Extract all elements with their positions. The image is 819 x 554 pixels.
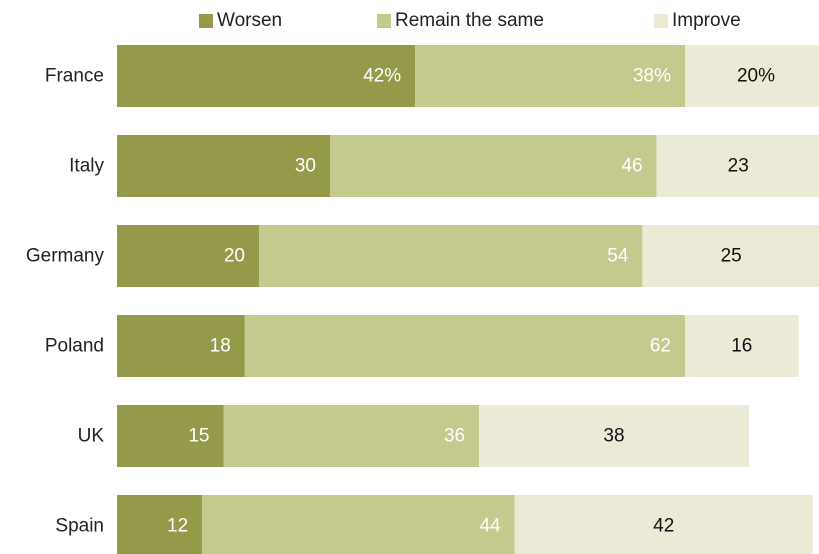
data-label-improve-italy: 23 bbox=[728, 156, 749, 177]
category-label-france: France bbox=[45, 66, 104, 87]
legend-label-improve: Improve bbox=[672, 10, 741, 31]
legend-item-remain-the-same: Remain the same bbox=[377, 10, 544, 32]
bar-remain-the-same-uk bbox=[223, 405, 480, 467]
bar-worsen-italy bbox=[117, 135, 330, 197]
bar-remain-the-same-poland bbox=[244, 315, 686, 377]
legend-swatch-improve bbox=[654, 14, 668, 28]
bar-improve-italy bbox=[656, 135, 819, 197]
bar-worsen-uk bbox=[117, 405, 224, 467]
bar-worsen-spain bbox=[117, 495, 203, 554]
data-label-improve-poland: 16 bbox=[731, 336, 752, 357]
legend-item-improve: Improve bbox=[654, 10, 741, 32]
data-label-worsen-italy: 30 bbox=[295, 156, 316, 177]
bar-remain-the-same-spain bbox=[202, 495, 515, 554]
data-label-remain-the-same-germany: 54 bbox=[607, 246, 629, 267]
data-label-improve-germany: 25 bbox=[721, 246, 742, 267]
category-label-poland: Poland bbox=[45, 336, 104, 357]
data-label-improve-france: 20% bbox=[737, 66, 775, 87]
bar-improve-france bbox=[685, 45, 819, 107]
data-label-worsen-germany: 20 bbox=[224, 246, 245, 267]
data-label-improve-uk: 38 bbox=[603, 426, 624, 447]
data-label-worsen-france: 42% bbox=[363, 66, 401, 87]
data-label-worsen-poland: 18 bbox=[210, 336, 231, 357]
bar-remain-the-same-germany bbox=[259, 225, 643, 287]
legend-item-worsen: Worsen bbox=[199, 10, 282, 32]
data-label-remain-the-same-poland: 62 bbox=[650, 336, 671, 357]
data-label-remain-the-same-uk: 36 bbox=[444, 426, 465, 447]
data-label-worsen-spain: 12 bbox=[167, 516, 188, 537]
bar-worsen-germany bbox=[117, 225, 259, 287]
category-label-spain: Spain bbox=[55, 516, 104, 537]
bar-improve-uk bbox=[479, 405, 749, 467]
category-label-uk: UK bbox=[78, 426, 105, 447]
bar-worsen-poland bbox=[117, 315, 245, 377]
category-label-germany: Germany bbox=[26, 246, 105, 267]
category-label-italy: Italy bbox=[69, 156, 104, 177]
data-label-remain-the-same-spain: 44 bbox=[479, 516, 501, 537]
data-label-remain-the-same-france: 38% bbox=[633, 66, 671, 87]
bar-remain-the-same-italy bbox=[330, 135, 657, 197]
legend: Worsen Remain the same Improve bbox=[0, 10, 819, 36]
data-label-remain-the-same-italy: 46 bbox=[621, 156, 642, 177]
data-label-improve-spain: 42 bbox=[653, 516, 674, 537]
legend-swatch-remain-the-same bbox=[377, 14, 391, 28]
bar-improve-poland bbox=[685, 315, 799, 377]
legend-swatch-worsen bbox=[199, 14, 213, 28]
bar-remain-the-same-france bbox=[415, 45, 685, 107]
bar-improve-spain bbox=[514, 495, 813, 554]
legend-label-worsen: Worsen bbox=[217, 10, 283, 31]
bar-improve-germany bbox=[642, 225, 819, 287]
bar-worsen-france bbox=[117, 45, 416, 107]
legend-label-remain-the-same: Remain the same bbox=[395, 10, 544, 31]
data-label-worsen-uk: 15 bbox=[188, 426, 209, 447]
